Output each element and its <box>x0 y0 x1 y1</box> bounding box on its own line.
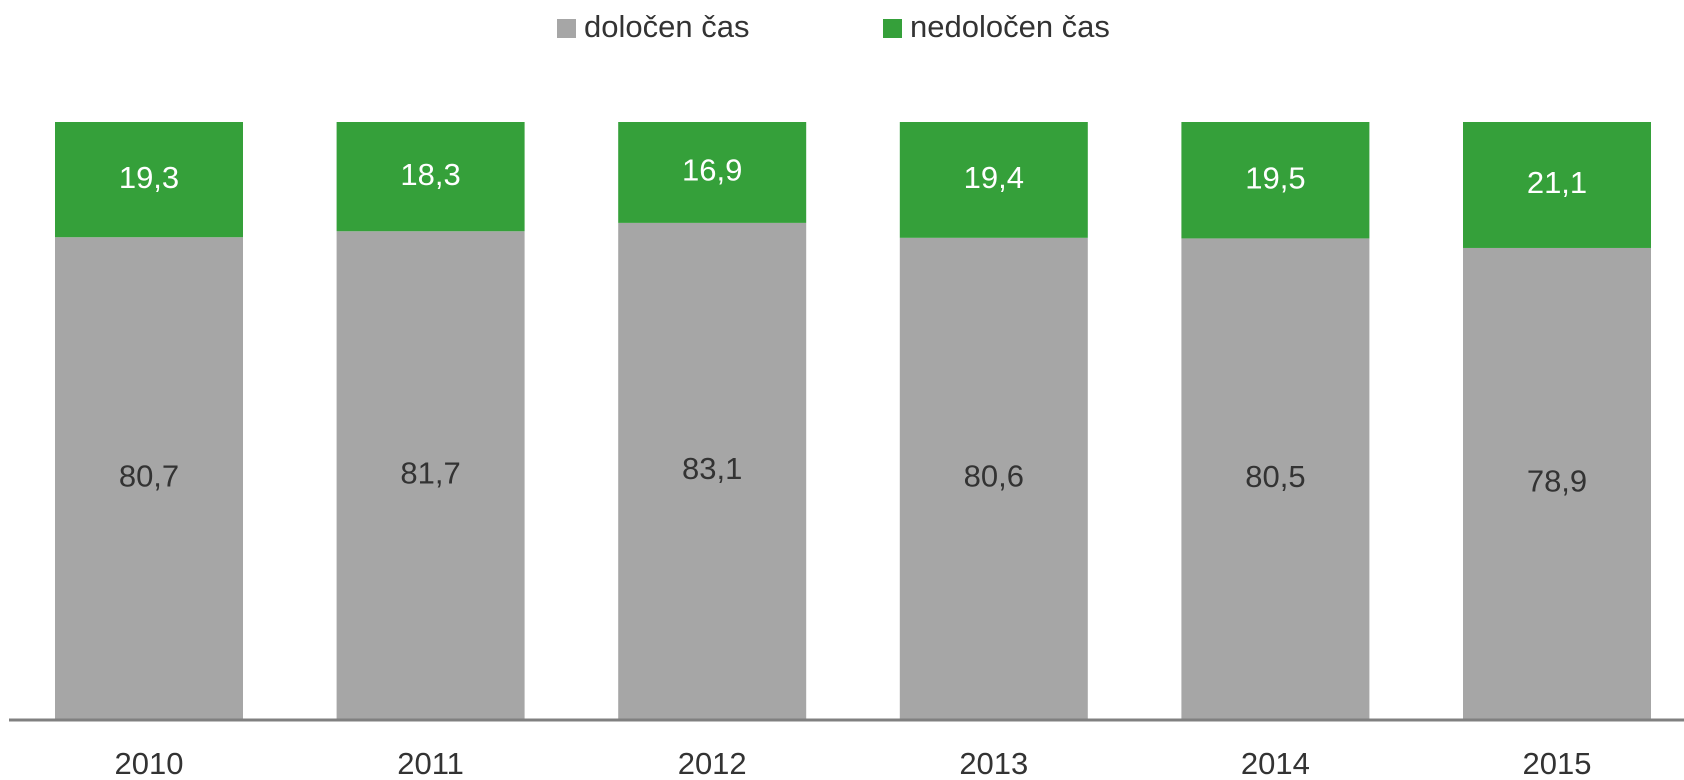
x-tick-label: 2010 <box>115 746 184 780</box>
data-label: 19,5 <box>1245 160 1305 195</box>
x-tick-label: 2012 <box>678 746 747 780</box>
data-label: 80,5 <box>1245 459 1305 494</box>
bar-segment <box>336 231 525 719</box>
bar-segment <box>55 237 243 719</box>
x-tick-label: 2015 <box>1523 746 1592 780</box>
legend-swatch <box>557 19 576 38</box>
data-label: 16,9 <box>682 153 742 188</box>
bar-segment <box>55 122 243 238</box>
bar-segment <box>899 237 1088 719</box>
bar-segment <box>899 122 1088 238</box>
data-label: 19,3 <box>119 160 179 195</box>
legend-swatch <box>883 19 902 38</box>
data-label: 83,1 <box>682 451 742 486</box>
data-label: 78,9 <box>1527 464 1587 499</box>
bar-segment <box>336 122 525 232</box>
bar-segment <box>1463 122 1651 248</box>
bar-segment <box>1181 122 1370 239</box>
x-tick-label: 2014 <box>1241 746 1310 780</box>
legend-label: določen čas <box>584 9 749 44</box>
x-tick-label: 2011 <box>397 746 464 780</box>
data-label: 21,1 <box>1527 165 1587 200</box>
bar-segment <box>1463 247 1651 720</box>
data-label: 81,7 <box>400 455 460 490</box>
data-label: 19,4 <box>964 160 1024 195</box>
legend-label: nedoločen čas <box>910 9 1110 44</box>
bar-segment <box>618 222 807 719</box>
data-label: 80,6 <box>964 459 1024 494</box>
data-label: 80,7 <box>119 458 179 493</box>
bar-segment <box>1181 238 1370 720</box>
bar-segment <box>618 122 807 223</box>
x-tick-label: 2013 <box>959 746 1028 780</box>
data-label: 18,3 <box>400 157 460 192</box>
